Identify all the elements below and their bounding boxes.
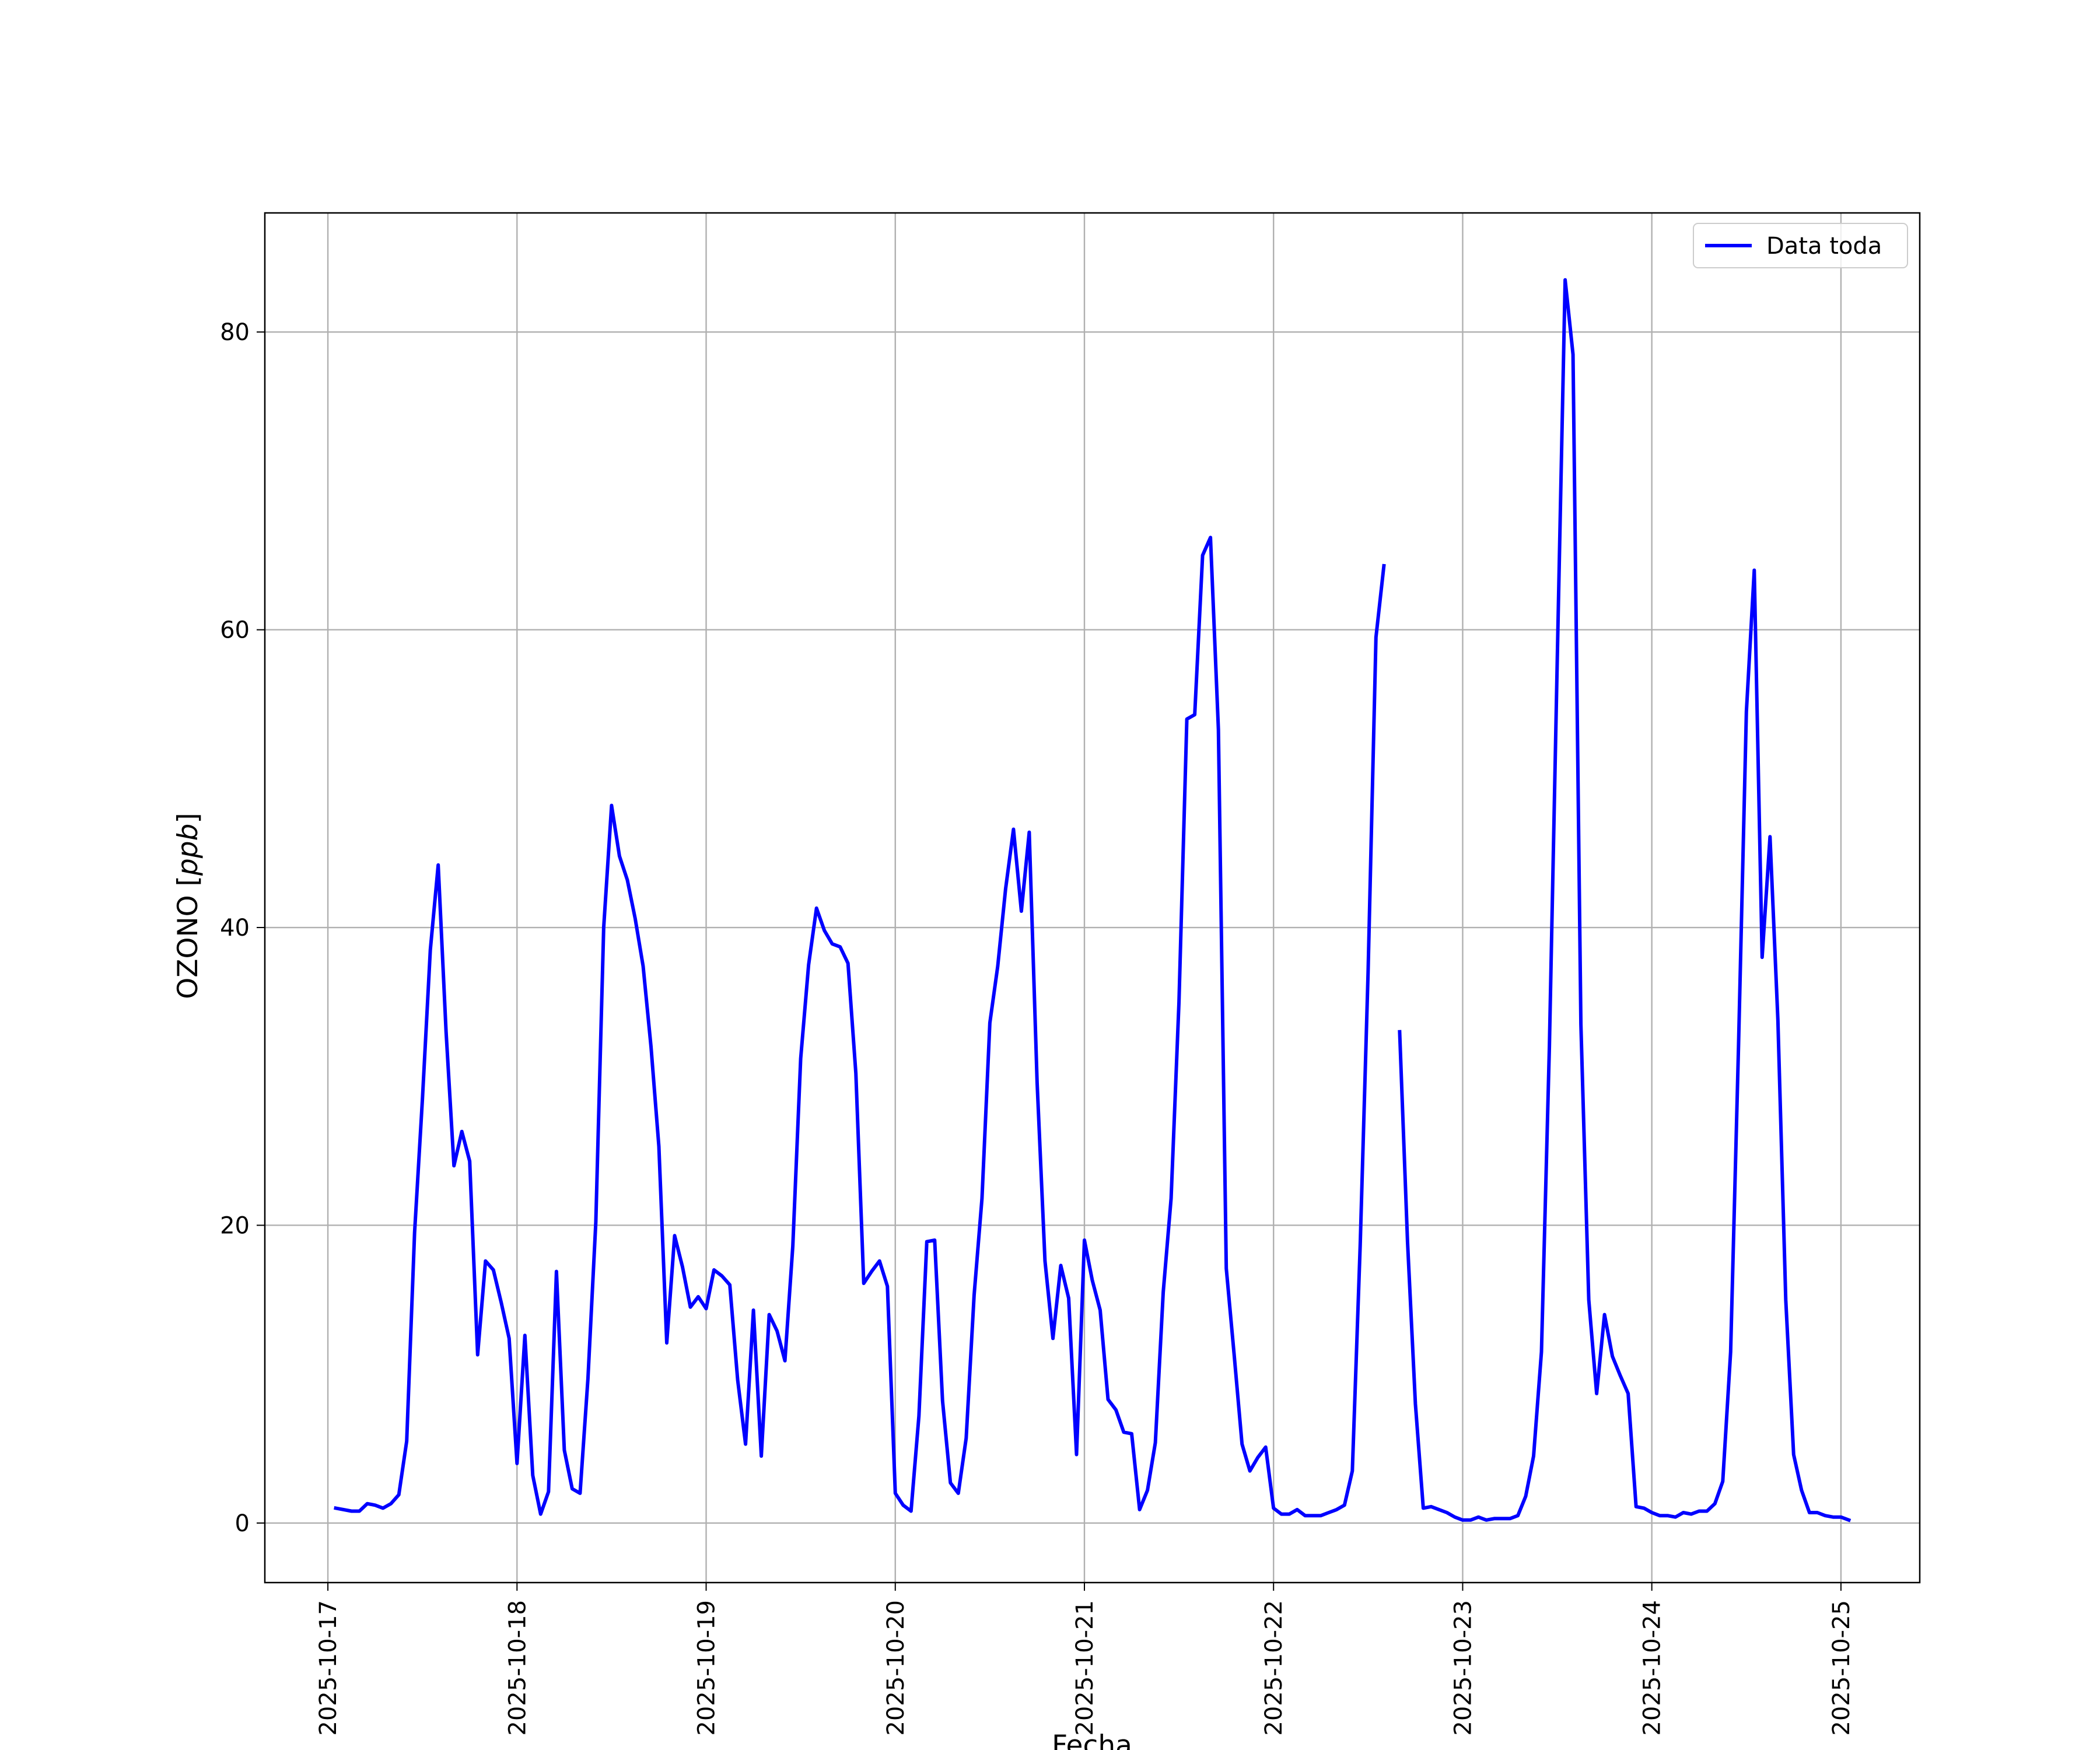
y-axis-label-unit: ppb [172, 824, 204, 877]
series-line-segment [334, 536, 1386, 1518]
y-tick-label: 80 [220, 319, 250, 346]
x-tick-label: 2025-10-23 [1450, 1600, 1476, 1735]
y-axis-label-main: OZONO [ [172, 876, 204, 999]
x-axis-label: Fecha [1052, 1730, 1132, 1750]
y-axis: 0 20 40 60 80 [220, 319, 265, 1537]
series-layer [334, 278, 1852, 1522]
legend-box [1693, 223, 1908, 268]
x-axis: 2025-10-17 2025-10-18 2025-10-19 2025-10-20… [315, 1583, 1855, 1735]
x-tick-label: 2025-10-21 [1072, 1600, 1098, 1735]
x-tick-label: 2025-10-20 [883, 1600, 909, 1735]
x-tick-label: 2025-10-25 [1828, 1600, 1855, 1735]
grid-lines [265, 213, 1920, 1583]
y-tick-label: 60 [220, 617, 250, 644]
x-tick-label: 2025-10-19 [694, 1600, 720, 1735]
y-axis-label: OZONO [ppb] [172, 813, 204, 999]
y-tick-label: 20 [220, 1212, 250, 1239]
x-tick-label: 2025-10-18 [504, 1600, 531, 1735]
x-tick-label: 2025-10-22 [1261, 1600, 1287, 1735]
legend: Data toda [1693, 223, 1908, 268]
legend-entry: Data toda [1766, 233, 1882, 260]
series-line-segment [1398, 278, 1852, 1522]
y-tick-label: 40 [220, 915, 250, 942]
plot-frame [264, 212, 1921, 1584]
y-tick-label: 0 [235, 1510, 250, 1537]
x-tick-label: 2025-10-17 [315, 1600, 342, 1735]
x-tick-label: 2025-10-24 [1639, 1600, 1666, 1735]
y-axis-label-close: ] [172, 813, 204, 823]
